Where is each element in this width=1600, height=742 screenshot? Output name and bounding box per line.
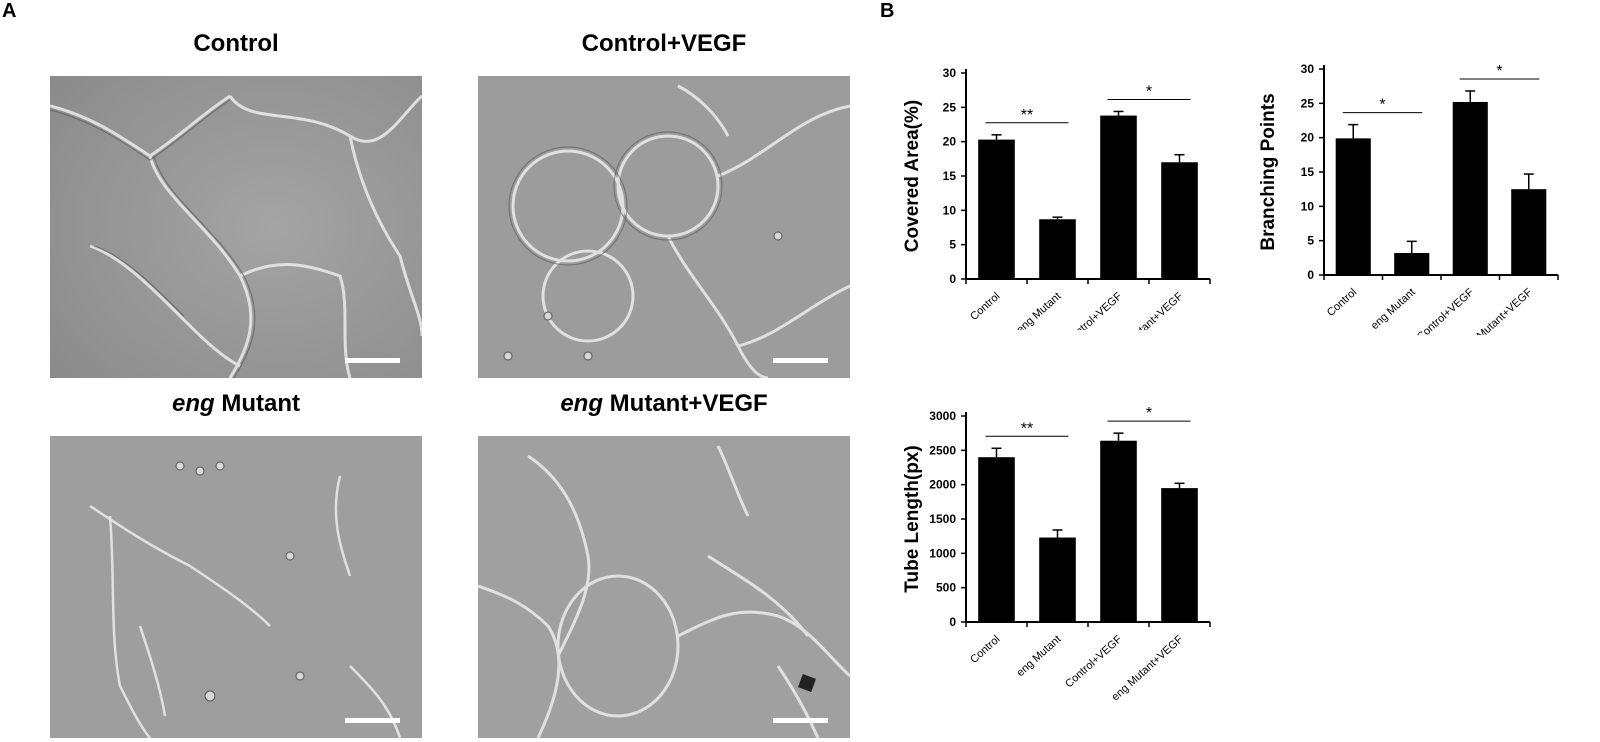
- y-tick-label: 15: [1301, 165, 1315, 179]
- y-tick-label: 20: [943, 135, 957, 149]
- micrograph-control-vegf-network: [478, 76, 850, 378]
- y-tick-label: 0: [1307, 268, 1314, 282]
- scale-bar: [345, 718, 400, 723]
- x-tick-label: Control+VEGF: [1415, 286, 1477, 335]
- y-tick-label: 15: [943, 169, 957, 183]
- significance-marker: **: [1021, 420, 1033, 437]
- micrograph-control-vegf: [478, 76, 850, 378]
- chart-branching-points: Branching Points 0 5 10 15 20 25 30 Control eng M…: [1258, 62, 1559, 335]
- y-tick-label: 10: [943, 203, 957, 217]
- bar-eng-mutant-vegf: [1161, 488, 1198, 622]
- bar-control-vegf: [1100, 440, 1137, 622]
- x-tick-label: Control: [968, 290, 1002, 323]
- micrograph-title-eng-mutant: eng Mutant: [172, 390, 300, 417]
- y-tick-label: 500: [936, 581, 956, 595]
- micrograph-title-control: Control: [193, 30, 279, 57]
- y-tick-label: 3000: [929, 409, 956, 423]
- bar-control: [978, 457, 1015, 622]
- panel-label-a: A: [2, 0, 17, 22]
- y-tick-label: 30: [1301, 62, 1315, 76]
- y-tick-label: 25: [943, 100, 957, 114]
- scale-bar: [773, 358, 828, 363]
- bar-eng-mutant: [1039, 219, 1076, 279]
- x-tick-label: Control+VEGF: [1063, 633, 1125, 690]
- y-tick-label: 1500: [929, 512, 956, 526]
- y-tick-label: 25: [1301, 96, 1315, 110]
- panel-label-b: B: [880, 0, 895, 22]
- y-tick-label: 20: [1301, 131, 1315, 145]
- x-tick-label: eng Mutant: [1015, 290, 1064, 330]
- bar-control-vegf: [1100, 115, 1137, 279]
- significance-marker: *: [1379, 97, 1385, 114]
- scale-bar: [345, 358, 400, 363]
- significance-marker: *: [1146, 83, 1152, 100]
- y-axis-label: Tube Length(px): [902, 445, 923, 592]
- x-tick-label: Control: [968, 633, 1002, 666]
- y-tick-label: 5: [949, 238, 956, 252]
- x-tick-label: Control+VEGF: [1063, 290, 1125, 330]
- x-tick-label: eng Mutant: [1369, 286, 1418, 332]
- significance-marker: **: [1021, 107, 1033, 124]
- y-tick-label: 2500: [929, 443, 956, 457]
- bar-eng-mutant-vegf: [1161, 162, 1198, 279]
- micrograph-title-control-vegf: Control+VEGF: [581, 30, 747, 57]
- micrograph-eng-mutant-vegf-network: [478, 436, 850, 738]
- micrograph-control: [50, 76, 422, 378]
- bar-eng-mutant: [1039, 537, 1076, 622]
- micrograph-title-eng-mutant-vegf: eng Mutant+VEGF: [560, 390, 768, 417]
- x-tick-label: eng Mutant: [1015, 633, 1064, 679]
- micrograph-control-network: [50, 76, 422, 378]
- y-tick-label: 1000: [929, 546, 956, 560]
- bar-eng-mutant: [1394, 253, 1430, 275]
- bar-control: [1335, 138, 1371, 275]
- chart-tube-length: Tube Length(px) 0 500 1000 1500 2000 2500 3000 C…: [902, 405, 1211, 703]
- y-tick-label: 0: [949, 272, 956, 286]
- micrograph-eng-mutant: [50, 436, 422, 738]
- x-tick-label: Control: [1325, 286, 1359, 319]
- micrograph-eng-mutant-network: [50, 436, 422, 738]
- bar-control: [978, 139, 1015, 279]
- chart-covered-area: Covered Area(%) 0 5 10 15 20 25 30 Control eng Mu…: [902, 66, 1211, 330]
- scale-bar: [773, 718, 828, 723]
- y-tick-label: 5: [1307, 234, 1314, 248]
- bar-control-vegf: [1452, 101, 1488, 276]
- significance-marker: *: [1496, 63, 1502, 80]
- bar-eng-mutant-vegf: [1511, 189, 1547, 275]
- y-axis-label: Branching Points: [1258, 93, 1279, 250]
- micrograph-eng-mutant-vegf: [478, 436, 850, 738]
- y-tick-label: 10: [1301, 199, 1315, 213]
- y-tick-label: 30: [943, 66, 957, 80]
- y-tick-label: 0: [949, 615, 956, 629]
- y-axis-label: Covered Area(%): [902, 100, 923, 252]
- significance-marker: *: [1146, 405, 1152, 422]
- y-tick-label: 2000: [929, 478, 956, 492]
